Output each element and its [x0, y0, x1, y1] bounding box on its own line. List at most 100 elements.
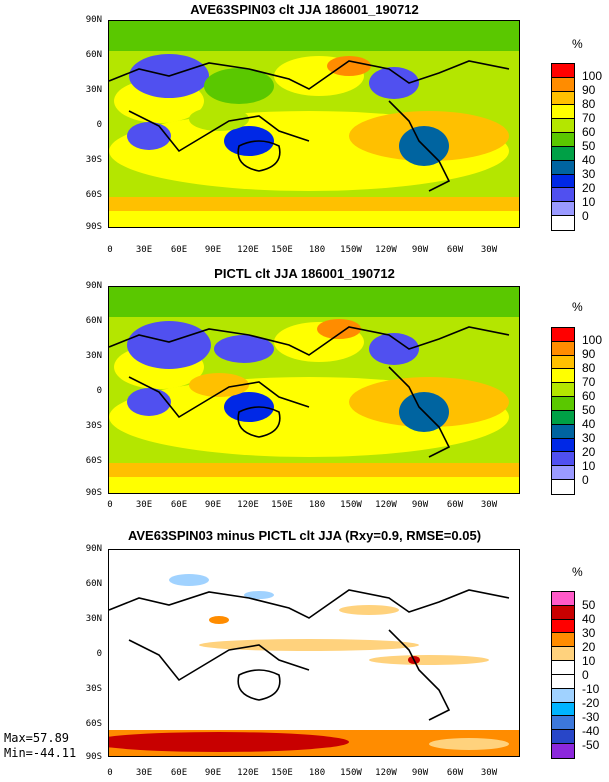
panel3-colorbar-label: 10 — [582, 654, 596, 668]
max-value: Max=57.89 — [4, 731, 70, 745]
panel1-colorbar-label: 20 — [582, 181, 596, 195]
panel2-lon-label: 60E — [170, 500, 188, 510]
colorbar-swatch — [552, 702, 574, 717]
panel2-lat-label: 90N — [85, 281, 102, 291]
colorbar-swatch — [552, 716, 574, 731]
panel1-colorbar-label: 70 — [582, 111, 596, 125]
panel1-colorbar-label: 50 — [582, 139, 596, 153]
colorbar-swatch — [552, 397, 574, 411]
panel3-colorbar-label: -20 — [582, 696, 600, 710]
panel2-colorbar-label: 60 — [582, 389, 596, 403]
panel1-lon-label: 120E — [237, 245, 259, 255]
panel1-colorbar-label: 90 — [582, 83, 596, 97]
colorbar-swatch — [552, 355, 574, 370]
colorbar-swatch — [552, 619, 574, 634]
colorbar-swatch — [552, 64, 574, 78]
panel1-lon-label: 60W — [446, 245, 464, 255]
panel1-lat-label: 30S — [85, 155, 102, 165]
panel2-lon-label: 180 — [308, 500, 326, 510]
colorbar-swatch — [552, 383, 574, 398]
panel3-lat-label: 30N — [85, 614, 102, 624]
panel3-colorbar-label: -10 — [582, 682, 600, 696]
panel1-lon-label: 90W — [411, 245, 429, 255]
panel3-lon-label: 60E — [170, 768, 188, 778]
colorbar-swatch — [552, 633, 574, 648]
panel1-colorbar-label: 80 — [582, 97, 596, 111]
panel2-lon-label: 90E — [204, 500, 222, 510]
panel1-lat-label: 60N — [85, 50, 102, 60]
panel1-lon-label: 150W — [340, 245, 362, 255]
panel2-colorbar-label: 10 — [582, 459, 596, 473]
panel3-title: AVE63SPIN03 minus PICTL clt JJA (Rxy=0.9… — [127, 528, 482, 543]
colorbar-swatch — [552, 466, 574, 481]
panel3-lat-label: 30S — [85, 684, 102, 694]
panel1-lat-label: 30N — [85, 85, 102, 95]
panel2-colorbar-label: 70 — [582, 375, 596, 389]
panel3-colorbar-label: 20 — [582, 640, 596, 654]
panel2-lon-label: 30W — [480, 500, 498, 510]
panel2-lat-label: 30N — [85, 351, 102, 361]
colorbar-swatch — [552, 105, 574, 120]
panel1-lon-label: 120W — [375, 245, 397, 255]
panel2-colorbar-label: 100 — [582, 333, 603, 347]
panel3-colorbar — [551, 591, 575, 759]
panel2-lon-label: 120E — [237, 500, 259, 510]
panel2-lat-label: 90S — [85, 488, 102, 498]
panel3-lon-label: 90E — [204, 768, 222, 778]
panel3-colorbar-label: 50 — [582, 598, 596, 612]
panel3-lat-label: 90N — [85, 544, 102, 554]
colorbar-swatch — [552, 216, 574, 230]
panel3-colorbar-label: -50 — [582, 738, 600, 752]
colorbar-swatch — [552, 674, 574, 689]
panel2-map — [108, 286, 520, 494]
panel3-lon-label: 180 — [308, 768, 326, 778]
panel1-lon-label: 60E — [170, 245, 188, 255]
panel3-lon-label: 30W — [480, 768, 498, 778]
panel1-colorbar-label: 0 — [582, 209, 589, 223]
panel3-lon-label: 30E — [135, 768, 153, 778]
panel2-colorbar-label: 0 — [582, 473, 589, 487]
panel1-field — [109, 21, 519, 227]
panel3-lon-label: 120W — [375, 768, 397, 778]
panel1-colorbar-label: 40 — [582, 153, 596, 167]
panel1-colorbar-label: 10 — [582, 195, 596, 209]
panel2-lon-label: 90W — [411, 500, 429, 510]
panel1-title: AVE63SPIN03 clt JJA 186001_190712 — [190, 2, 419, 17]
panel2-lon-label: 150E — [271, 500, 293, 510]
panel2-lat-label: 30S — [85, 421, 102, 431]
panel2-lon-label: 60W — [446, 500, 464, 510]
panel2-lat-label: 60N — [85, 316, 102, 326]
colorbar-swatch — [552, 438, 574, 453]
panel2-colorbar-label: 40 — [582, 417, 596, 431]
colorbar-swatch — [552, 592, 574, 606]
colorbar-swatch — [552, 730, 574, 745]
panel3-lat-label: 60N — [85, 579, 102, 589]
colorbar-swatch — [552, 661, 574, 675]
colorbar-swatch — [552, 647, 574, 662]
panel1-lon-label: 30E — [135, 245, 153, 255]
panel2-lon-label: 30E — [135, 500, 153, 510]
panel2-colorbar-label: 50 — [582, 403, 596, 417]
panel1-lon-label: 30W — [480, 245, 498, 255]
colorbar-swatch — [552, 174, 574, 189]
panel3-colorbar-label: 30 — [582, 626, 596, 640]
panel1-lat-label: 90N — [85, 15, 102, 25]
colorbar-swatch — [552, 410, 574, 425]
panel3-lon-label: 90W — [411, 768, 429, 778]
colorbar-swatch — [552, 369, 574, 384]
colorbar-swatch — [552, 77, 574, 92]
panel1-lon-label: 0 — [107, 245, 113, 255]
panel2-lon-label: 0 — [107, 500, 113, 510]
colorbar-swatch — [552, 146, 574, 161]
panel3-lon-label: 150E — [271, 768, 293, 778]
panel3-lon-label: 120E — [237, 768, 259, 778]
panel1-colorbar-label: 100 — [582, 69, 603, 83]
panel2-lon-label: 150W — [340, 500, 362, 510]
panel1-lon-label: 90E — [204, 245, 222, 255]
panel3-lat-label: 60S — [85, 719, 102, 729]
colorbar-swatch — [552, 188, 574, 203]
colorbar-swatch — [552, 133, 574, 147]
min-value: Min=-44.11 — [4, 746, 77, 760]
panel2-lon-label: 120W — [375, 500, 397, 510]
panel3-lat-label: 0 — [96, 649, 102, 659]
